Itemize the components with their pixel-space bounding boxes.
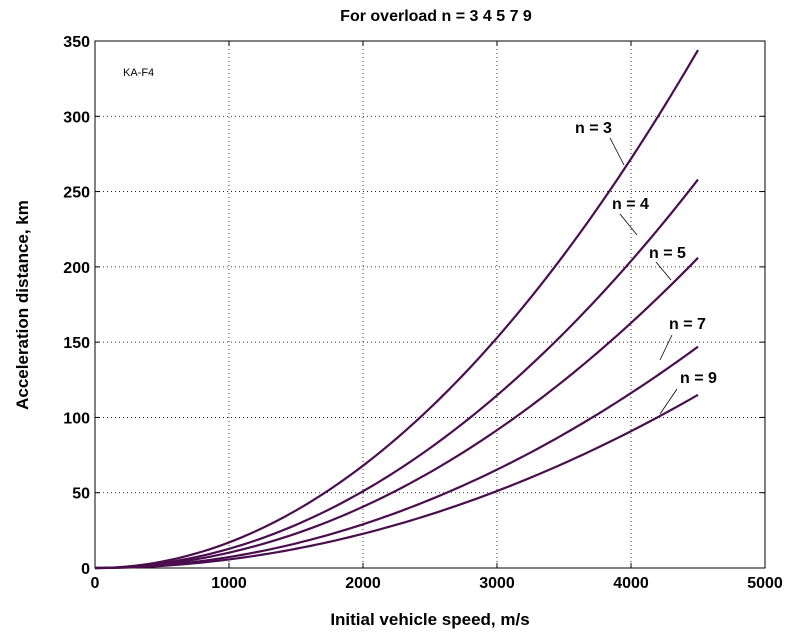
x-tick-label: 5000 [747, 575, 783, 592]
chart-title: For overload n = 3 4 5 7 9 [340, 8, 532, 25]
series-line [94, 257, 699, 570]
y-tick-label: 0 [81, 561, 90, 578]
curve-labels: n = 3 n = 4 n = 5 n = 7 n = 9 [575, 120, 717, 415]
y-tick-label: 200 [63, 260, 90, 277]
series-line [94, 345, 699, 570]
curve-label-leader [619, 213, 638, 236]
plot-frame [94, 40, 766, 569]
curve-label: n = 4 [612, 196, 649, 213]
y-tick-label: 50 [72, 486, 90, 503]
series-line [94, 49, 699, 570]
series-line [94, 178, 699, 570]
x-tick-label: 1000 [211, 575, 247, 592]
series-lines [94, 49, 699, 570]
curve-label: n = 3 [575, 120, 612, 137]
x-tick-label: 2000 [345, 575, 381, 592]
y-tick-label: 350 [63, 34, 90, 51]
y-axis-label: Acceleration distance, km [13, 200, 32, 410]
annotation-text: KA-F4 [123, 67, 154, 79]
curve-label-leader [655, 261, 672, 281]
curve-label-leader [659, 388, 678, 415]
x-tick-label: 0 [91, 575, 100, 592]
y-tick-label: 100 [63, 410, 90, 427]
curve-label-leader [609, 137, 625, 166]
ticks [94, 40, 766, 569]
grid [95, 41, 765, 568]
curve-label: n = 7 [669, 316, 706, 333]
curve-label-leader [659, 334, 673, 361]
y-tick-label: 150 [63, 335, 90, 352]
x-axis-label: Initial vehicle speed, m/s [330, 610, 529, 629]
curve-label: n = 9 [680, 370, 717, 387]
x-tick-label: 3000 [479, 575, 515, 592]
curve-label: n = 5 [649, 245, 686, 262]
x-tick-label: 4000 [613, 575, 649, 592]
y-tick-label: 250 [63, 185, 90, 202]
series-line [94, 393, 699, 570]
y-tick-labels: 0 50 100 150 200 250 300 350 [63, 34, 90, 578]
y-tick-label: 300 [63, 109, 90, 126]
x-tick-labels: 0 1000 2000 3000 4000 5000 [91, 575, 783, 592]
